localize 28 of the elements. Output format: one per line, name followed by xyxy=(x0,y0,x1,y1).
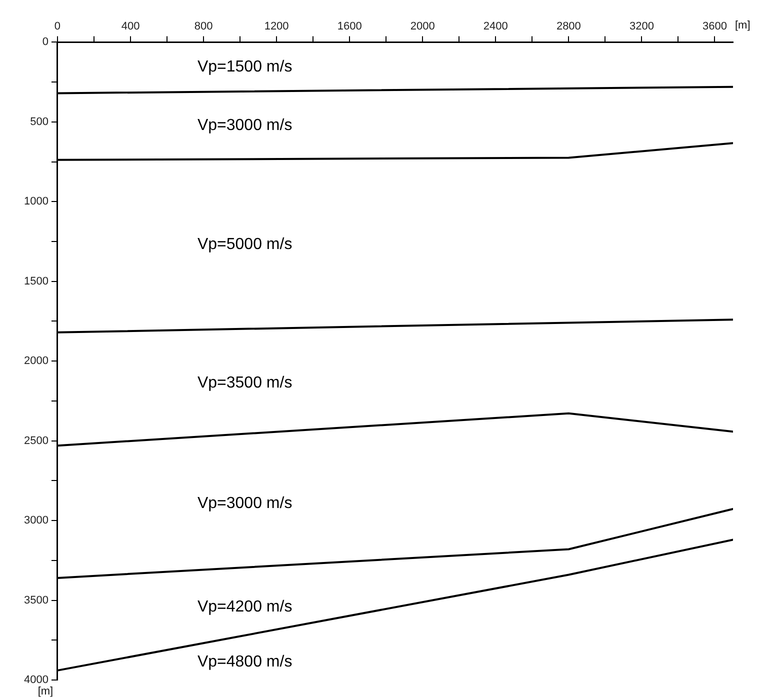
annotation: Vp=4200 m/s xyxy=(197,598,292,616)
y-tick-label: 3500 xyxy=(24,594,48,606)
y-tick-label: 0 xyxy=(42,36,48,48)
annotation: Vp=5000 m/s xyxy=(197,236,292,253)
x-tick-label: 3600 xyxy=(702,20,727,33)
x-tick-label: 2800 xyxy=(556,20,581,33)
y-tick-label: 1000 xyxy=(24,196,48,208)
y-tick-label: 1500 xyxy=(24,275,48,288)
x-tick-label: 1200 xyxy=(264,20,289,33)
y-tick-label: 4000 xyxy=(24,674,48,686)
annotation: Vp=4800 m/s xyxy=(197,654,292,671)
annotation: Vp=3500 m/s xyxy=(197,374,292,392)
y-tick-label: 3000 xyxy=(24,514,48,527)
x-tick-label: 2000 xyxy=(410,20,435,33)
y-tick-label: 500 xyxy=(30,116,48,128)
y-axis-title: [m] xyxy=(38,686,54,698)
x-tick-label: 1600 xyxy=(337,20,362,33)
x-tick-label: 2400 xyxy=(483,20,508,33)
x-axis-title: [m] xyxy=(735,20,750,32)
x-tick-label: 0 xyxy=(54,20,61,33)
annotation: Vp=1500 m/s xyxy=(197,58,292,76)
annotation: Vp=3000 m/s xyxy=(197,117,292,134)
y-tick-label: 2000 xyxy=(24,355,48,368)
x-tick-label: 3200 xyxy=(629,20,654,33)
x-tick-label: 800 xyxy=(194,20,213,33)
x-tick-label: 400 xyxy=(121,20,140,33)
y-tick-label: 2500 xyxy=(24,434,48,447)
annotation: Vp=3000 m/s xyxy=(197,494,292,512)
